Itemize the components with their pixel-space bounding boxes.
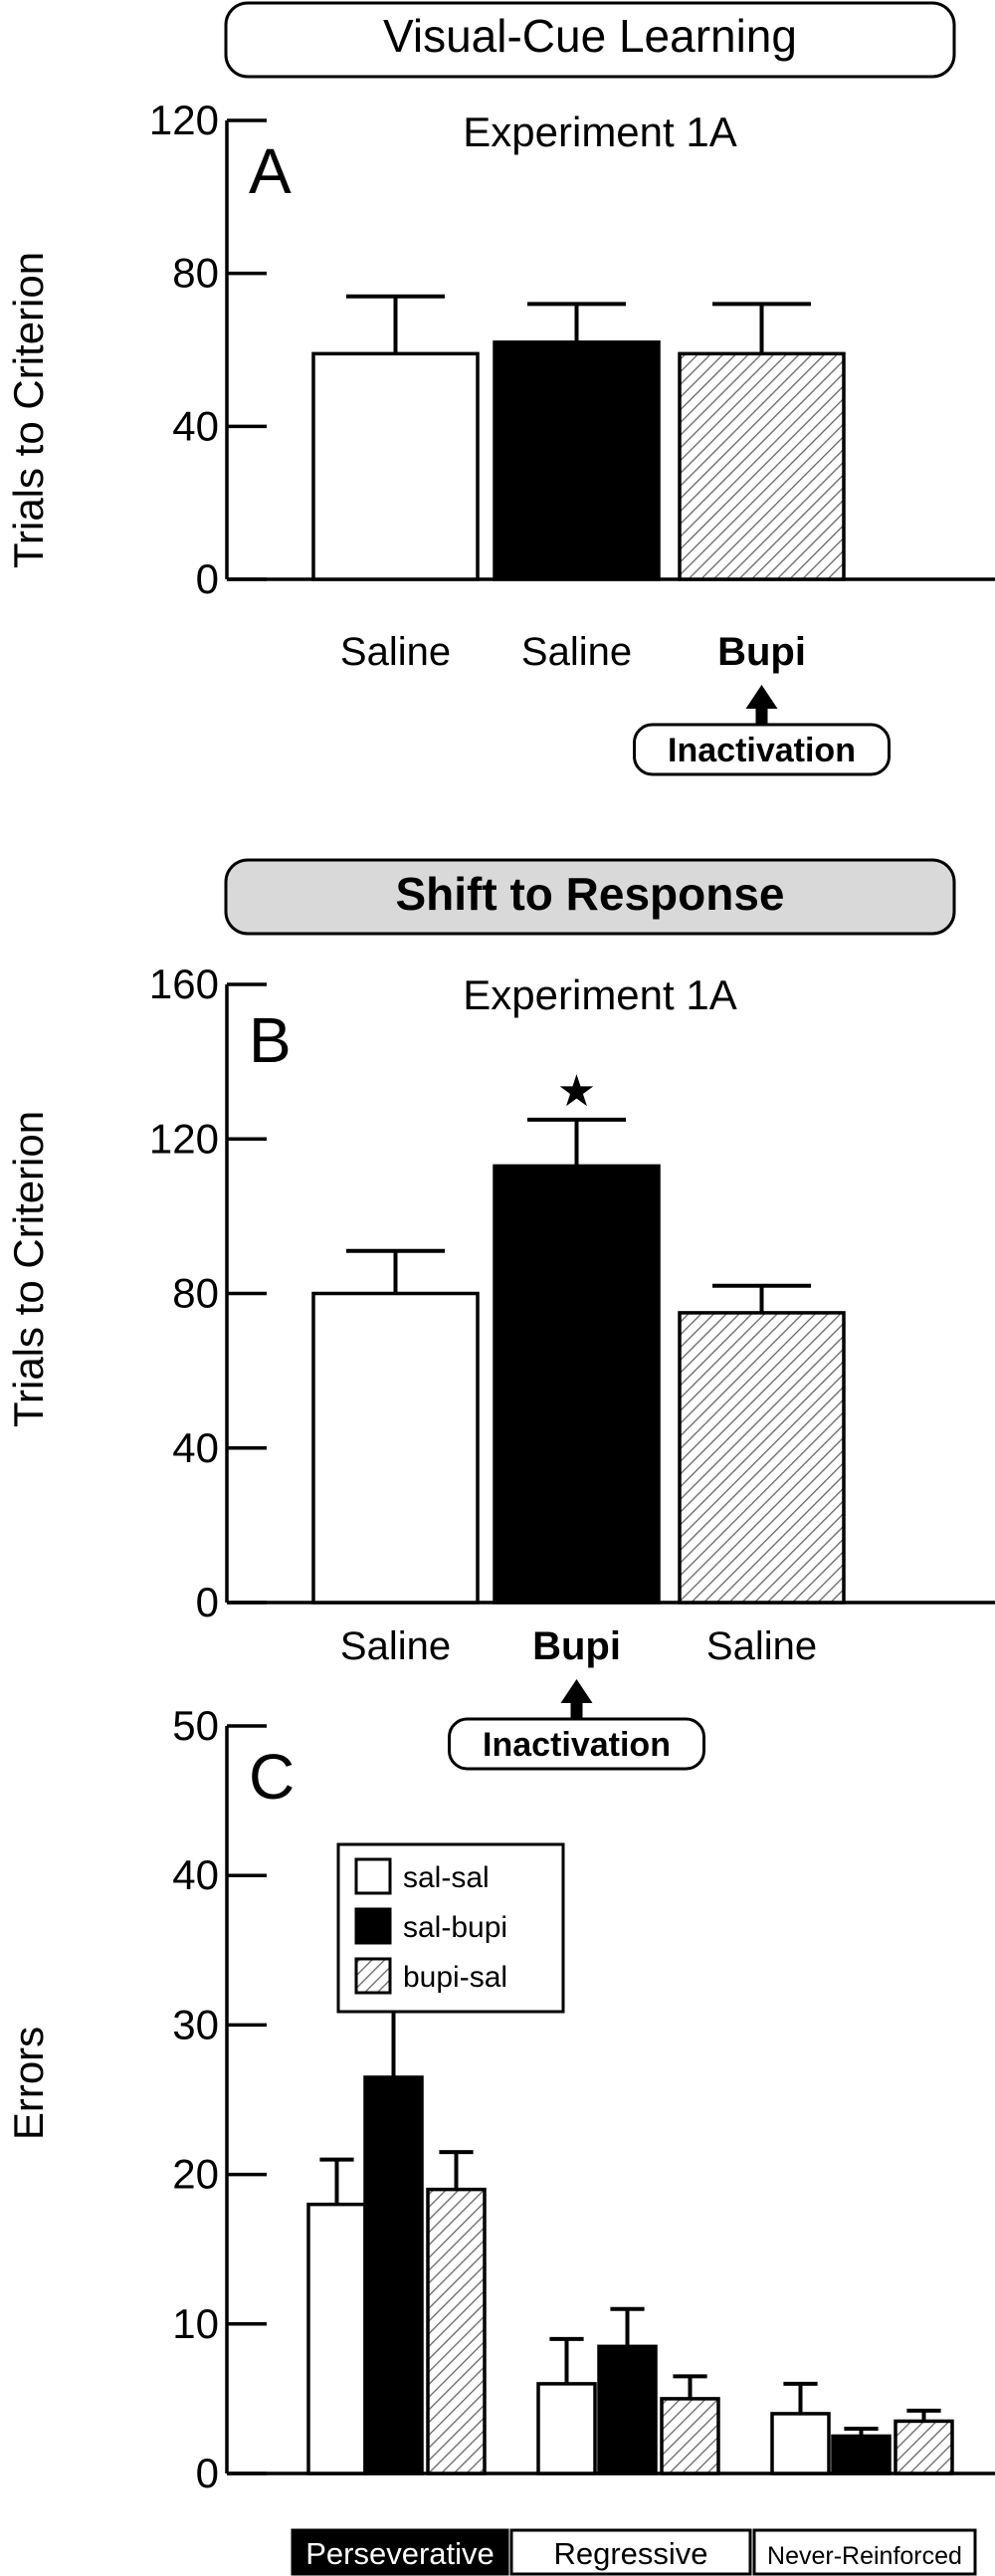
panel-a-inactivation-label: Inactivation bbox=[668, 732, 856, 769]
panel-c: C Errors 0 10 20 30 40 50 Perseverative Regres… bbox=[5, 1702, 995, 2576]
panel-a-y-tick-label: 40 bbox=[172, 402, 219, 449]
panel-c-bar bbox=[536, 2382, 597, 2475]
panel-a-x-label: Saline bbox=[521, 630, 632, 674]
panel-a-arrow-icon bbox=[745, 685, 778, 709]
panel-b-bar bbox=[311, 1291, 480, 1605]
panel-c-ylabel: Errors bbox=[5, 2027, 52, 2140]
panel-a-inactivation-box bbox=[633, 723, 891, 776]
panel-a-y-tick-label: 120 bbox=[149, 97, 219, 143]
panel-b-y-tick-label: 160 bbox=[149, 961, 219, 1007]
panel-a-x-label: Bupi bbox=[717, 630, 806, 674]
panel-c-bar bbox=[597, 2344, 658, 2475]
category-label: Perseverative bbox=[305, 2536, 495, 2571]
panel-a-ylabel: Trials to Criterion bbox=[5, 252, 52, 568]
panel-b-bar bbox=[493, 1164, 661, 1605]
legend-label: sal-sal bbox=[403, 1861, 490, 1894]
legend-swatch bbox=[354, 1907, 392, 1945]
panel-a-y-tick-label: 80 bbox=[172, 250, 219, 297]
panel-c-letter: C bbox=[249, 1741, 295, 1813]
panel-c-bar bbox=[894, 2419, 954, 2475]
panel-c-bar bbox=[306, 2202, 367, 2475]
panel-b-header: Shift to Response bbox=[395, 868, 784, 920]
panel-c-legend: sal-sal sal-bupi bupi-sal bbox=[336, 1842, 565, 2014]
panel-b-x-label: Saline bbox=[340, 1624, 451, 1668]
panel-c-y-tick-label: 20 bbox=[172, 2151, 219, 2198]
panel-c-y-tick-label: 0 bbox=[196, 2450, 219, 2496]
category-box bbox=[752, 2528, 977, 2576]
panel-b-y-tick-label: 120 bbox=[149, 1115, 219, 1162]
panel-b-letter: B bbox=[249, 1004, 292, 1076]
panel-b-y-tick-label: 80 bbox=[172, 1270, 219, 1317]
panel-c-bar bbox=[660, 2397, 720, 2475]
panel-b-y-tick-label: 0 bbox=[196, 1579, 219, 1625]
panel-b-bar bbox=[678, 1311, 846, 1605]
panel-a-y-tick-label: 0 bbox=[196, 555, 219, 602]
panel-a-title: Experiment 1A bbox=[463, 108, 736, 155]
panel-b: Shift to Response B Experiment 1A Trials… bbox=[5, 858, 995, 1771]
panel-c-bar bbox=[770, 2412, 831, 2475]
panel-c-y-tick-label: 40 bbox=[172, 1851, 219, 1898]
category-label: Regressive bbox=[553, 2536, 707, 2571]
legend-swatch bbox=[354, 1957, 392, 1995]
category-box bbox=[509, 2528, 752, 2576]
panel-c-y-tick-label: 30 bbox=[172, 2001, 219, 2047]
panel-a-header: Visual-Cue Learning bbox=[383, 10, 797, 62]
panel-b-title: Experiment 1A bbox=[463, 971, 736, 1018]
panel-a-bar bbox=[493, 340, 661, 581]
category-box bbox=[291, 2528, 509, 2576]
panel-c-y-tick-label: 10 bbox=[172, 2300, 219, 2347]
panel-a-bar bbox=[678, 351, 846, 581]
panel-b-inactivation-box bbox=[448, 1717, 705, 1771]
panel-c-y-tick-label: 50 bbox=[172, 1702, 219, 1749]
panel-b-ylabel: Trials to Criterion bbox=[5, 1111, 52, 1427]
panel-b-x-label: Saline bbox=[706, 1624, 817, 1668]
panel-a: Visual-Cue Learning A Experiment 1A Tria… bbox=[5, 1, 995, 776]
panel-b-inactivation-label: Inactivation bbox=[483, 1726, 671, 1764]
panel-c-bar bbox=[363, 2075, 424, 2475]
panel-a-letter: A bbox=[249, 135, 292, 207]
category-label: Never-Reinforced bbox=[767, 2542, 962, 2570]
legend-swatch bbox=[354, 1857, 392, 1895]
panel-b-arrow-icon bbox=[560, 1679, 593, 1703]
panel-a-x-label: Saline bbox=[340, 630, 451, 674]
panel-b-significance-star-icon: ★ bbox=[557, 1067, 596, 1116]
panel-b-x-label: Bupi bbox=[532, 1624, 621, 1668]
panel-b-header-box bbox=[224, 858, 956, 936]
legend-label: bupi-sal bbox=[403, 1961, 507, 1994]
panel-b-y-tick-label: 40 bbox=[172, 1424, 219, 1471]
legend-label: sal-bupi bbox=[403, 1911, 507, 1944]
panel-a-bar bbox=[311, 351, 480, 581]
panel-c-bar bbox=[426, 2187, 487, 2475]
panel-c-bar bbox=[831, 2434, 892, 2475]
panel-a-header-box bbox=[224, 1, 956, 79]
